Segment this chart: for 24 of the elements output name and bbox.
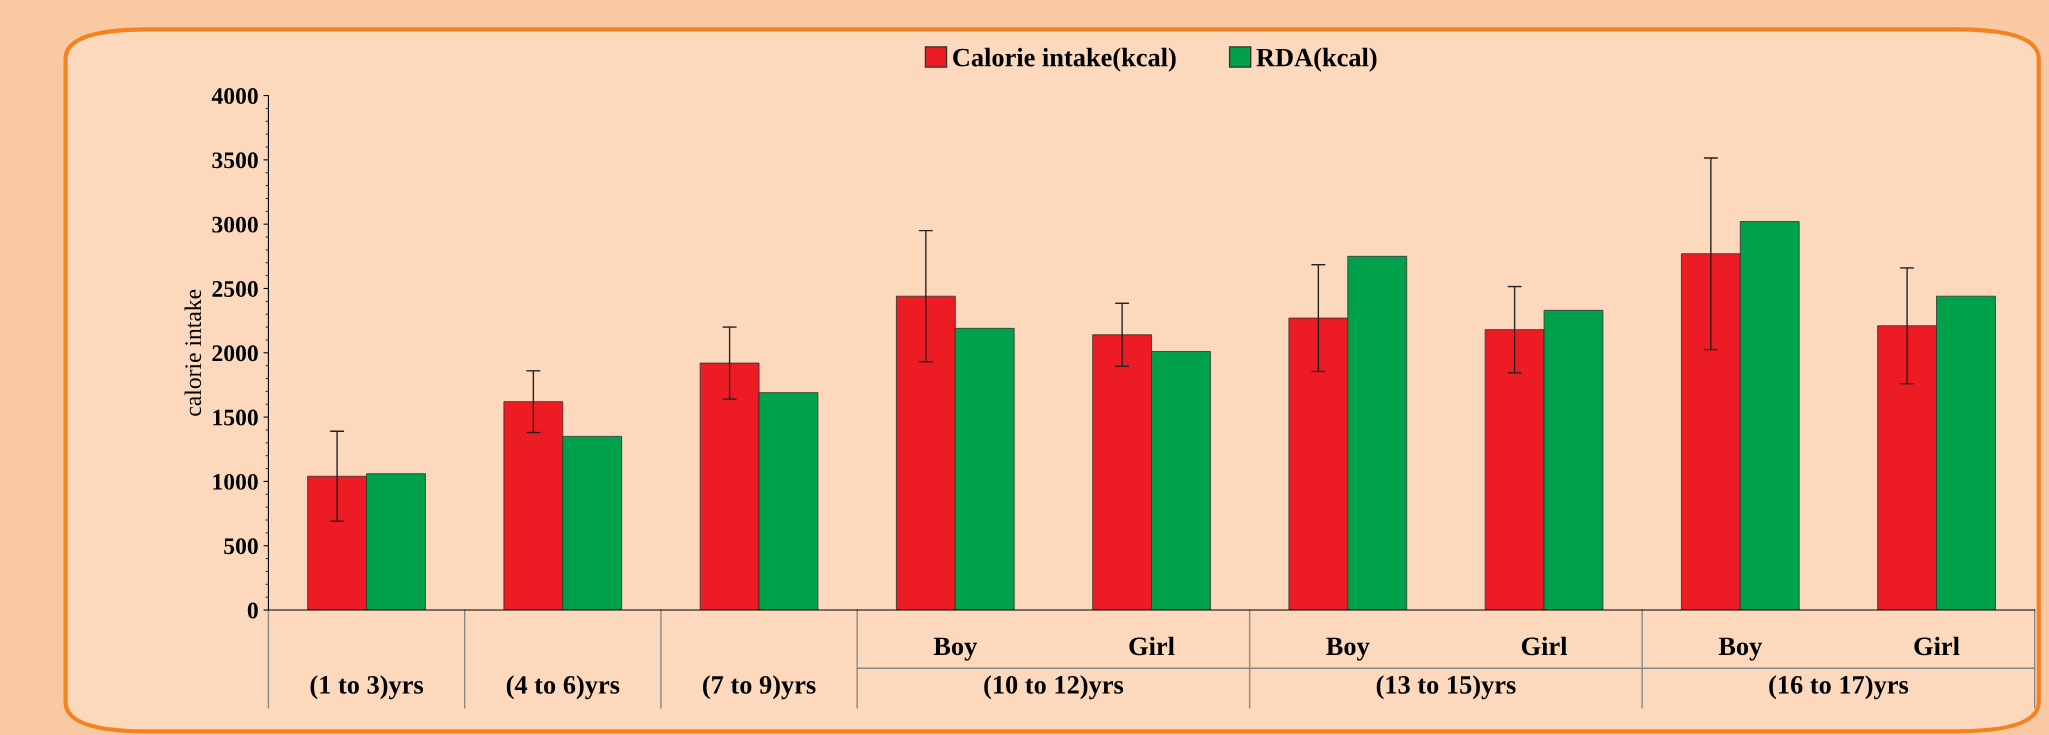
x-tick-label: Boy [933, 637, 978, 661]
text: (16 to 17)yrs [1769, 675, 1909, 700]
y-tick-label: 0 [247, 602, 258, 619]
x-tick-label: Girl [1914, 636, 1960, 656]
text: (10 to 12)yrs [984, 675, 1124, 700]
y-tick-label: 2500 [212, 280, 258, 297]
x-tick-label: (4 to 6)yrs [506, 675, 620, 700]
legend-label: RDA(kcal) [1256, 47, 1377, 72]
y-axis-title: calorie intake [184, 289, 202, 416]
x-tick-label: Girl [1129, 636, 1175, 656]
y-tick-label: 1000 [213, 473, 258, 490]
y-tick-label: 1500 [213, 409, 258, 426]
legend-label: Calorie intake(kcal) [953, 47, 1176, 72]
x-tick-label: (1 to 3)yrs [310, 675, 424, 700]
y-tick-label: 2000 [212, 345, 258, 362]
y-tick-label: 3500 [212, 152, 258, 169]
y-tick-label: 3000 [212, 216, 258, 233]
x-tick-label: Girl [1521, 636, 1568, 656]
x-tick-label: (7 to 9)yrs [703, 675, 816, 700]
text: (13 to 15)yrs [1376, 675, 1516, 700]
y-tick-label: 500 [224, 538, 258, 555]
y-tick-label: 4000 [211, 88, 258, 104]
x-tick-label: Boy [1326, 637, 1370, 661]
x-tick-label: Boy [1718, 637, 1763, 661]
